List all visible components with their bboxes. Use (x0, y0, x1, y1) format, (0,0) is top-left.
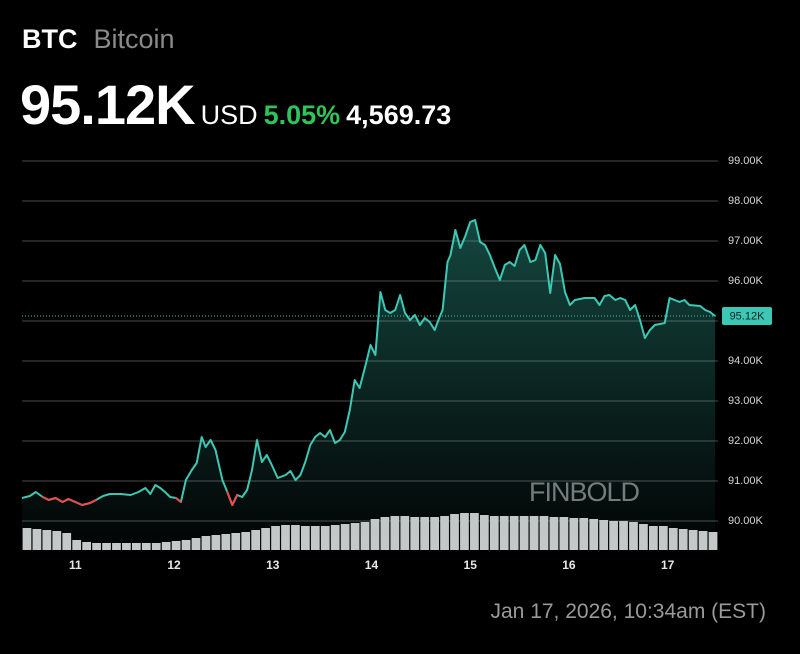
x-tick-label: 14 (365, 558, 379, 572)
down-highlight (81, 502, 92, 506)
last-price-label: 95.12K (730, 310, 766, 322)
x-tick-label: 13 (266, 558, 280, 572)
price: 95.12K (20, 73, 196, 136)
down-highlight (89, 499, 98, 504)
x-tick-label: 11 (69, 558, 82, 572)
y-tick-label: 98.00K (728, 195, 764, 207)
down-highlight (74, 501, 84, 506)
y-tick-label: 90.00K (728, 515, 764, 527)
y-tick-label: 92.00K (728, 435, 764, 447)
asset-name: Bitcoin (93, 24, 175, 54)
x-tick-label: 16 (562, 558, 576, 572)
currency: USD (200, 100, 258, 130)
x-tick-label: 12 (167, 558, 181, 572)
header-row: BTC Bitcoin (22, 24, 175, 55)
change-percent: 5.05% (263, 100, 341, 130)
down-highlight (41, 496, 50, 501)
y-tick-label: 99.00K (728, 155, 764, 167)
down-highlight (231, 494, 239, 506)
y-tick-label: 91.00K (728, 475, 764, 487)
y-tick-label: 94.00K (728, 355, 764, 367)
area-fill (22, 220, 715, 550)
price-row: 95.12K USD 5.05% 4,569.73 (20, 72, 451, 137)
change-absolute: 4,569.73 (346, 100, 452, 130)
x-tick-label: 15 (464, 558, 478, 572)
down-highlight (54, 497, 64, 503)
price-line (21, 219, 716, 506)
down-highlight (175, 497, 182, 503)
timestamp: Jan 17, 2026, 10:34am (EST) (490, 600, 767, 623)
y-tick-label: 96.00K (728, 275, 764, 287)
last-price-box (722, 307, 772, 325)
x-tick-label: 17 (661, 558, 675, 572)
down-highlight (47, 497, 57, 501)
y-tick-label: 97.00K (728, 235, 764, 247)
y-tick-label: 93.00K (728, 395, 764, 407)
down-highlight (226, 491, 234, 506)
down-highlight (67, 498, 77, 503)
down-highlight (61, 498, 70, 503)
symbol: BTC (22, 24, 78, 54)
